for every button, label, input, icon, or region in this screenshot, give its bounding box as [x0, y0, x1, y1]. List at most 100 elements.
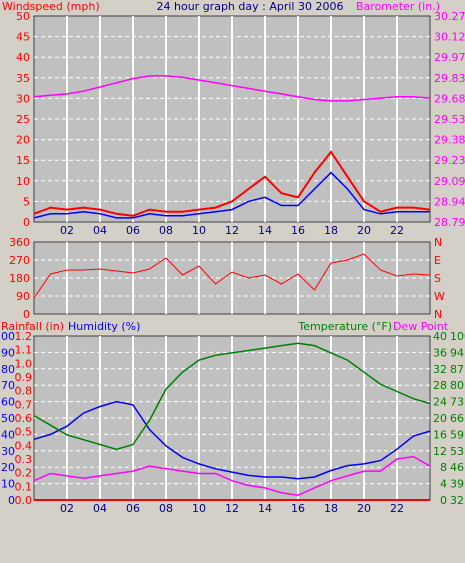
compass-ytick: W — [434, 290, 445, 303]
wind-ytick: 45 — [16, 31, 30, 44]
wind-ytick: 35 — [16, 72, 30, 85]
humidity-ytick: 20 — [1, 461, 15, 474]
wind-xtick: 10 — [192, 224, 206, 237]
barometer-ytick: 30.12 — [434, 31, 465, 44]
humidity-ytick: 60 — [1, 396, 15, 409]
temp-ytick-f: 87 — [450, 363, 464, 376]
direction-ytick: 360 — [9, 236, 30, 249]
rain-ytick: 0.0 — [15, 494, 33, 507]
barometer-line — [33, 75, 431, 102]
temp-ytick-c: 28 — [433, 379, 447, 392]
wind-xtick: 02 — [60, 224, 74, 237]
wind-xtick: 22 — [390, 224, 404, 237]
rain-ytick: 0.4 — [15, 439, 33, 452]
temp-xtick: 14 — [258, 502, 272, 515]
direction-ytick: 270 — [9, 254, 30, 267]
direction-ytick: 0 — [23, 308, 30, 321]
barometer-ytick: 28.94 — [434, 195, 465, 208]
barometer-ytick: 28.79 — [434, 216, 465, 229]
wind-ytick: 30 — [16, 92, 30, 105]
wind-xtick: 08 — [159, 224, 173, 237]
grid-layer — [34, 16, 430, 500]
dewpoint-line — [33, 455, 431, 496]
temp-ytick-c: 8 — [440, 461, 447, 474]
barometer-ytick: 29.68 — [434, 92, 465, 105]
rain-ytick: 1.1 — [15, 344, 33, 357]
direction-ytick: 90 — [16, 290, 30, 303]
temp-xtick: 12 — [225, 502, 239, 515]
series-layer — [33, 75, 431, 501]
temp-xtick: 10 — [192, 502, 206, 515]
wind-ytick: 20 — [16, 134, 30, 147]
tick-layer: 0510152025303540455028.7928.9429.0929.23… — [0, 10, 465, 515]
rain-ytick: 1.2 — [15, 330, 33, 343]
direction-ytick: 180 — [9, 272, 30, 285]
rain-ytick: 0.6 — [15, 412, 33, 425]
rain-ytick: 0.2 — [15, 467, 33, 480]
humidity-ytick: 40 — [1, 428, 15, 441]
temp-ytick-c: 40 — [433, 330, 447, 343]
humidity-ytick: 70 — [1, 379, 15, 392]
temp-ytick-c: 4 — [440, 478, 447, 491]
wind-ytick: 50 — [16, 10, 30, 23]
temp-xtick: 16 — [291, 502, 305, 515]
compass-ytick: N — [434, 236, 442, 249]
temp-ytick-c: 24 — [433, 396, 447, 409]
barometer-ytick: 29.23 — [434, 154, 465, 167]
barometer-ytick: 29.97 — [434, 51, 465, 64]
wind-xtick: 04 — [93, 224, 107, 237]
wind-ytick: 40 — [16, 51, 30, 64]
temperature-axis-label: Temperature (°F) — [297, 320, 392, 333]
temp-ytick-f: 80 — [450, 379, 464, 392]
temp-xtick: 02 — [60, 502, 74, 515]
wind-ytick: 25 — [16, 113, 30, 126]
rain-ytick: 0.1 — [15, 480, 33, 493]
temp-ytick-c: 32 — [433, 363, 447, 376]
temp-ytick-f: 32 — [450, 494, 464, 507]
temp-xtick: 06 — [126, 502, 140, 515]
wind-xtick: 12 — [225, 224, 239, 237]
temp-ytick-c: 36 — [433, 346, 447, 359]
windspeed-avg-line — [33, 171, 430, 219]
humidity-axis-label: Humidity (%) — [68, 320, 140, 333]
humidity-line — [33, 400, 431, 480]
wind-ytick: 5 — [23, 195, 30, 208]
wind-ytick: 10 — [16, 175, 30, 188]
windspeed-line — [33, 150, 431, 217]
compass-ytick: S — [434, 272, 441, 285]
temp-ytick-c: 16 — [433, 428, 447, 441]
rain-ytick: 1.0 — [15, 357, 33, 370]
rain-ytick: 0.5 — [15, 426, 33, 439]
temp-xtick: 20 — [357, 502, 371, 515]
compass-ytick: E — [434, 254, 441, 267]
temp-ytick-f: 100 — [450, 330, 465, 343]
rain-ytick: 0.3 — [15, 453, 33, 466]
temp-ytick-f: 94 — [450, 346, 464, 359]
wind-xtick: 14 — [258, 224, 272, 237]
rain-ytick: 0.7 — [15, 398, 33, 411]
humidity-ytick: 80 — [1, 363, 15, 376]
temp-xtick: 04 — [93, 502, 107, 515]
temperature-line — [33, 342, 431, 451]
wind-xtick: 20 — [357, 224, 371, 237]
temp-ytick-f: 66 — [450, 412, 464, 425]
wind-xtick: 16 — [291, 224, 305, 237]
direction-line — [33, 253, 431, 299]
temp-ytick-c: 0 — [440, 494, 447, 507]
humidity-ytick: 0 — [8, 494, 15, 507]
wind-ytick: 0 — [23, 216, 30, 229]
rain-ytick: 0.8 — [15, 385, 33, 398]
barometer-ytick: 29.38 — [434, 134, 465, 147]
temp-ytick-f: 39 — [450, 478, 464, 491]
dewpoint-axis-label: Dew Point — [393, 320, 449, 333]
temp-ytick-f: 59 — [450, 428, 464, 441]
wind-ytick: 15 — [16, 154, 30, 167]
wind-xtick: 06 — [126, 224, 140, 237]
humidity-ytick: 10 — [1, 478, 15, 491]
temp-xtick: 18 — [324, 502, 338, 515]
wind-axis-label: Windspeed (mph) — [2, 0, 100, 13]
graph-title: 24 hour graph day : April 30 2006 — [157, 0, 344, 13]
temp-ytick-f: 53 — [450, 445, 464, 458]
wind-xtick: 18 — [324, 224, 338, 237]
